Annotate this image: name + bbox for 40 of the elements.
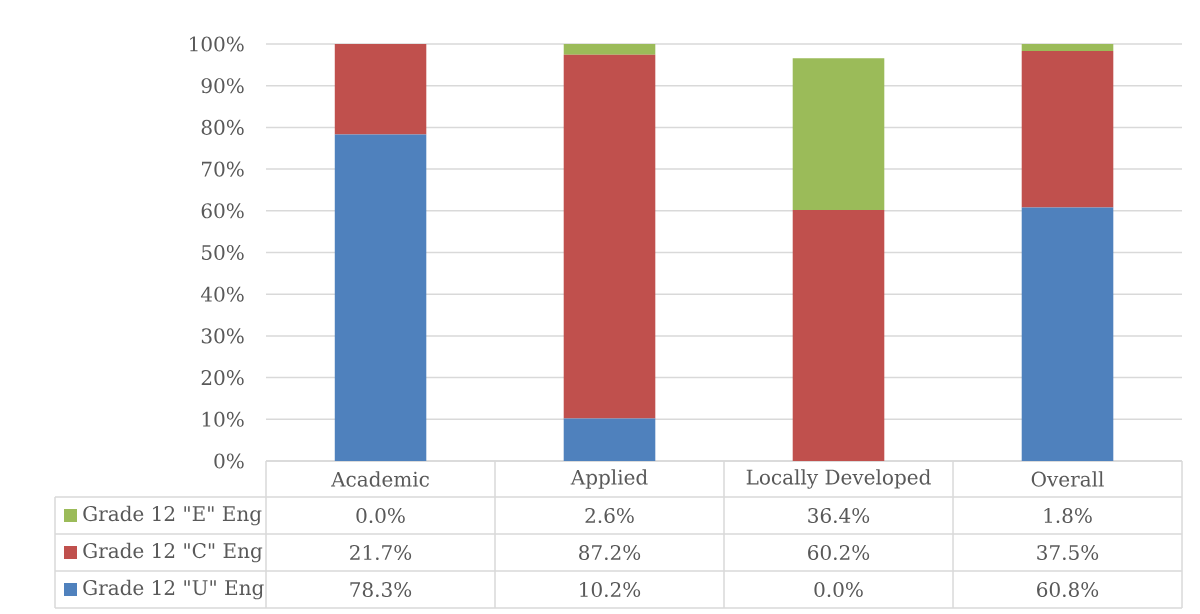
legend-label: Grade 12 "E" Eng: [83, 505, 262, 526]
data-label: 0.0%: [356, 507, 405, 524]
x-tick-label: Applied: [570, 469, 648, 489]
x-tick-label: Overall: [1031, 471, 1104, 487]
bar: [1021, 207, 1114, 461]
data-label: 60.8%: [1037, 581, 1099, 598]
bar: [334, 134, 427, 461]
y-tick-label: 40%: [200, 286, 244, 302]
data-label: 60.2%: [808, 544, 870, 561]
x-tick-label: Locally Developed: [746, 469, 931, 489]
data-label: 36.4%: [808, 507, 870, 524]
data-label: 78.3%: [350, 581, 412, 598]
y-tick-label: 70%: [202, 161, 244, 177]
bar: [1021, 44, 1114, 52]
y-tick-label: 10%: [202, 411, 244, 427]
y-tick-label: 0%: [214, 453, 244, 469]
bar: [1021, 51, 1114, 208]
y-tick-label: 60%: [201, 203, 244, 219]
data-label: 21.7%: [350, 544, 412, 561]
y-tick-label: 20%: [201, 370, 244, 386]
legend-label: Grade 12 "C" Eng: [83, 542, 263, 563]
y-tick-label: 90%: [201, 78, 244, 94]
bar: [563, 44, 656, 55]
bar: [563, 54, 656, 419]
data-label: 2.6%: [585, 507, 634, 524]
y-tick-label: 80%: [201, 119, 244, 135]
data-label: 0.0%: [814, 581, 863, 598]
data-label: 87.2%: [579, 544, 641, 561]
bar: [334, 44, 427, 135]
x-tick-label: Academic: [331, 471, 429, 487]
y-tick-label: 100%: [190, 36, 244, 52]
bar: [792, 209, 885, 461]
data-label: 1.8%: [1044, 507, 1092, 524]
y-tick-label: 50%: [202, 244, 244, 261]
data-label: 37.5%: [1037, 544, 1099, 561]
y-tick-label: 30%: [201, 328, 244, 344]
data-label: 10.2%: [580, 581, 641, 598]
bar: [563, 418, 656, 461]
legend-label: Grade 12 "U" Eng: [83, 579, 264, 600]
bar: [792, 58, 885, 210]
